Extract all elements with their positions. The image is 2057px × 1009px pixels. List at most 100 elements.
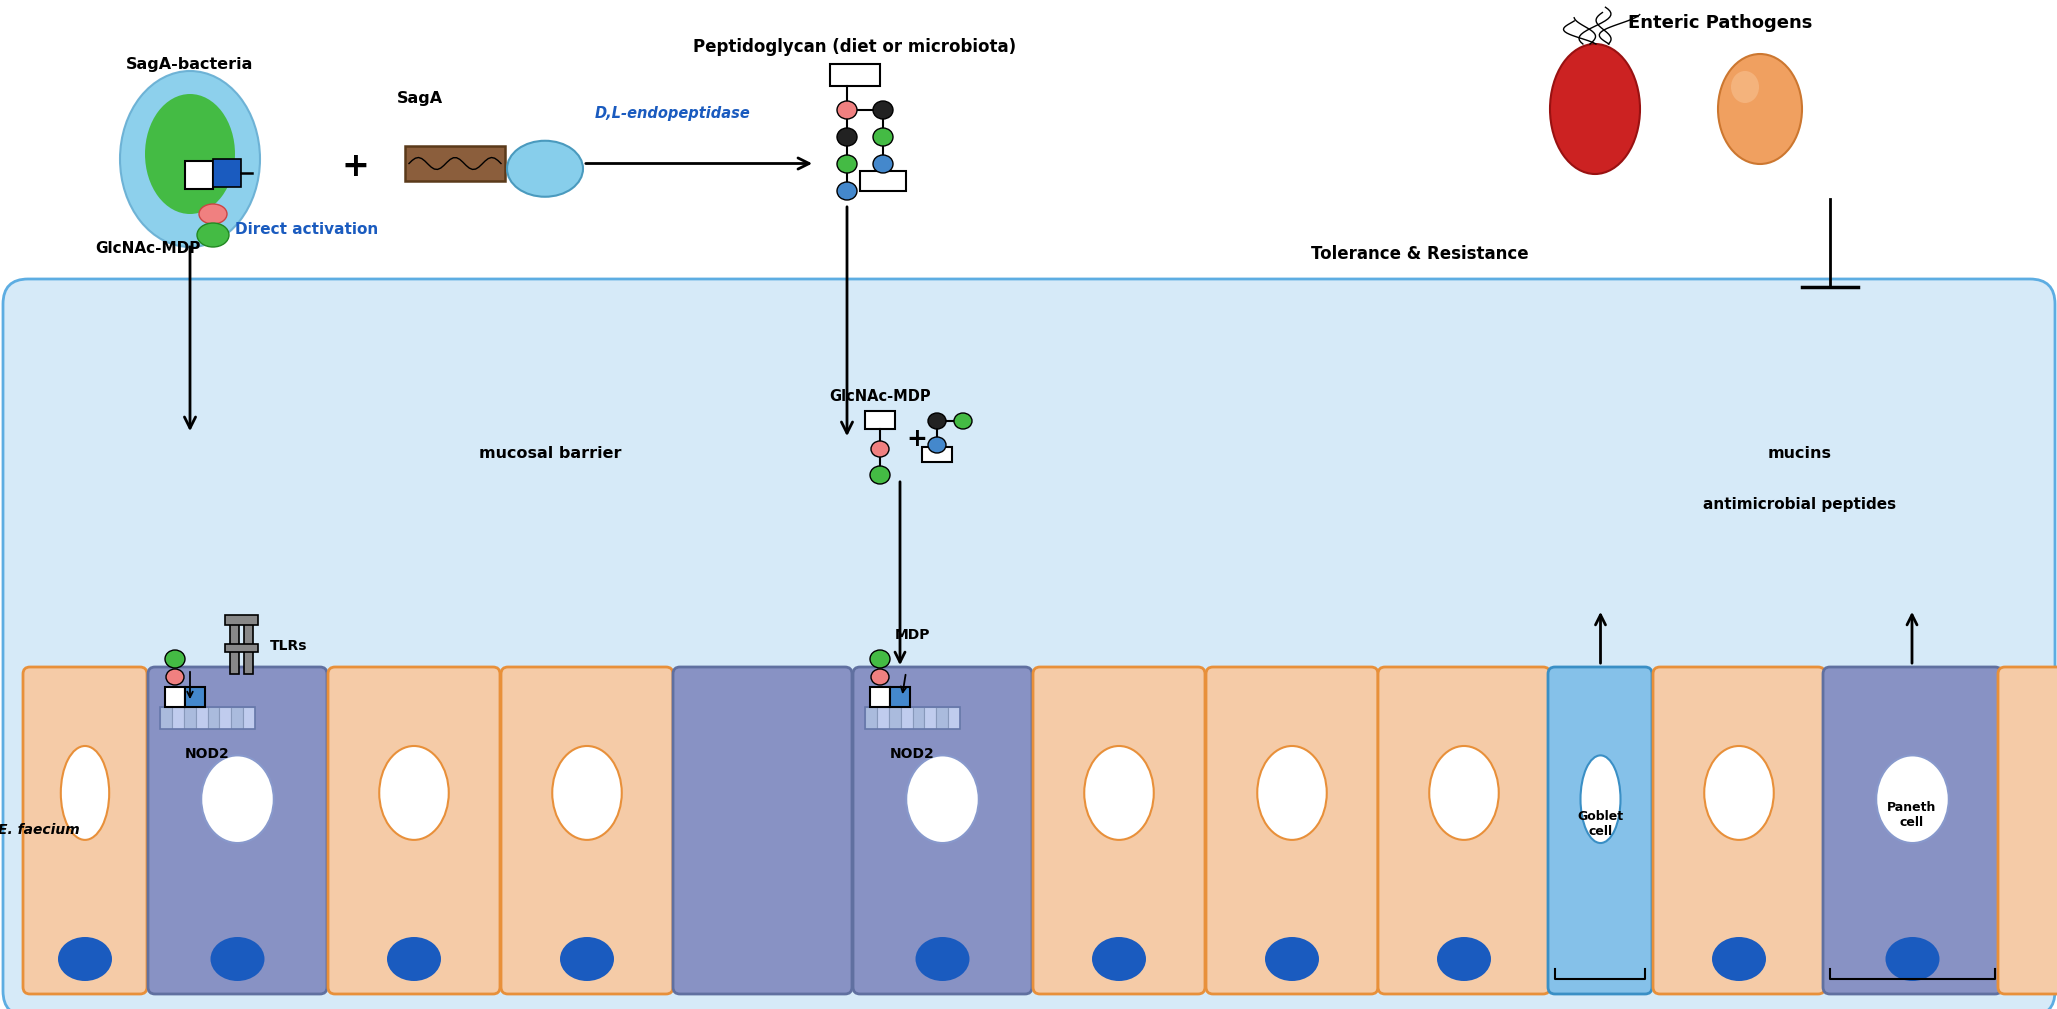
FancyBboxPatch shape: [1033, 667, 1205, 994]
FancyBboxPatch shape: [1205, 667, 1378, 994]
FancyBboxPatch shape: [1654, 667, 1825, 994]
Ellipse shape: [1886, 937, 1940, 981]
Text: Peptidoglycan (diet or microbiota): Peptidoglycan (diet or microbiota): [693, 38, 1016, 57]
Text: TLRs: TLRs: [269, 640, 306, 654]
Ellipse shape: [144, 94, 234, 214]
Ellipse shape: [837, 101, 858, 119]
Ellipse shape: [1718, 54, 1802, 164]
Text: +: +: [341, 150, 368, 184]
Ellipse shape: [954, 413, 973, 429]
Ellipse shape: [1711, 937, 1767, 981]
Ellipse shape: [1551, 44, 1639, 174]
Ellipse shape: [872, 101, 893, 119]
Ellipse shape: [837, 155, 858, 173]
Ellipse shape: [1876, 756, 1948, 844]
Text: mucins: mucins: [1769, 447, 1833, 461]
Text: SagA-bacteria: SagA-bacteria: [125, 57, 253, 72]
Ellipse shape: [1092, 937, 1146, 981]
Text: NOD2: NOD2: [185, 747, 230, 761]
Ellipse shape: [506, 140, 582, 197]
Ellipse shape: [870, 466, 891, 484]
Bar: [866, 707, 876, 728]
Ellipse shape: [200, 204, 226, 224]
Bar: [183, 707, 195, 728]
FancyBboxPatch shape: [1823, 667, 2001, 994]
Text: MDP: MDP: [895, 628, 930, 642]
Ellipse shape: [1084, 746, 1154, 839]
Ellipse shape: [560, 937, 613, 981]
FancyBboxPatch shape: [1997, 667, 2057, 994]
Bar: [243, 707, 255, 728]
Ellipse shape: [1257, 746, 1327, 839]
Ellipse shape: [551, 746, 621, 839]
FancyBboxPatch shape: [148, 667, 327, 994]
Ellipse shape: [210, 937, 265, 981]
Bar: [870, 687, 891, 707]
FancyBboxPatch shape: [23, 667, 146, 994]
Bar: [224, 615, 257, 625]
Bar: [831, 64, 880, 86]
FancyBboxPatch shape: [673, 667, 852, 994]
Ellipse shape: [872, 155, 893, 173]
Ellipse shape: [928, 437, 946, 453]
Bar: [185, 687, 206, 707]
Ellipse shape: [870, 669, 889, 685]
Bar: [936, 707, 948, 728]
FancyBboxPatch shape: [327, 667, 500, 994]
Bar: [245, 619, 253, 674]
Bar: [924, 707, 936, 728]
Text: +: +: [907, 427, 928, 451]
Text: E. faecium: E. faecium: [0, 823, 80, 837]
Ellipse shape: [62, 746, 109, 839]
Ellipse shape: [1705, 746, 1773, 839]
Bar: [160, 707, 255, 728]
Text: Goblet
cell: Goblet cell: [1578, 810, 1623, 838]
Text: GlcNAc-MDP: GlcNAc-MDP: [829, 389, 932, 404]
Ellipse shape: [1265, 937, 1319, 981]
Bar: [891, 687, 909, 707]
Ellipse shape: [837, 128, 858, 146]
FancyBboxPatch shape: [1378, 667, 1551, 994]
Ellipse shape: [387, 937, 440, 981]
Bar: [208, 707, 220, 728]
Ellipse shape: [165, 650, 185, 668]
Ellipse shape: [202, 756, 274, 844]
Text: Enteric Pathogens: Enteric Pathogens: [1627, 14, 1812, 32]
Bar: [165, 687, 185, 707]
Ellipse shape: [119, 71, 259, 247]
Ellipse shape: [378, 746, 448, 839]
Bar: [860, 171, 905, 191]
Ellipse shape: [870, 441, 889, 457]
Ellipse shape: [197, 223, 228, 247]
Bar: [889, 707, 901, 728]
Bar: [230, 619, 239, 674]
Ellipse shape: [870, 650, 891, 668]
Bar: [866, 411, 895, 429]
Ellipse shape: [872, 128, 893, 146]
Bar: [901, 707, 913, 728]
Ellipse shape: [1430, 746, 1500, 839]
Ellipse shape: [58, 937, 111, 981]
Bar: [220, 707, 230, 728]
Bar: [230, 707, 243, 728]
Text: D,L-endopeptidase: D,L-endopeptidase: [594, 106, 751, 121]
Text: mucosal barrier: mucosal barrier: [479, 447, 621, 461]
Text: Direct activation: Direct activation: [234, 222, 378, 236]
Text: Paneth
cell: Paneth cell: [1888, 801, 1938, 828]
Text: Tolerance & Resistance: Tolerance & Resistance: [1310, 245, 1528, 263]
Text: antimicrobial peptides: antimicrobial peptides: [1703, 496, 1897, 512]
Ellipse shape: [1438, 937, 1491, 981]
FancyBboxPatch shape: [502, 667, 673, 994]
FancyBboxPatch shape: [2, 279, 2055, 1009]
Ellipse shape: [915, 937, 969, 981]
Ellipse shape: [1732, 71, 1759, 103]
Bar: [160, 707, 173, 728]
Ellipse shape: [928, 413, 946, 429]
FancyBboxPatch shape: [854, 667, 1033, 994]
Ellipse shape: [837, 182, 858, 200]
Bar: [876, 707, 889, 728]
Text: SagA: SagA: [397, 91, 442, 106]
Bar: [214, 159, 241, 187]
Bar: [405, 146, 506, 181]
Ellipse shape: [1580, 756, 1621, 844]
